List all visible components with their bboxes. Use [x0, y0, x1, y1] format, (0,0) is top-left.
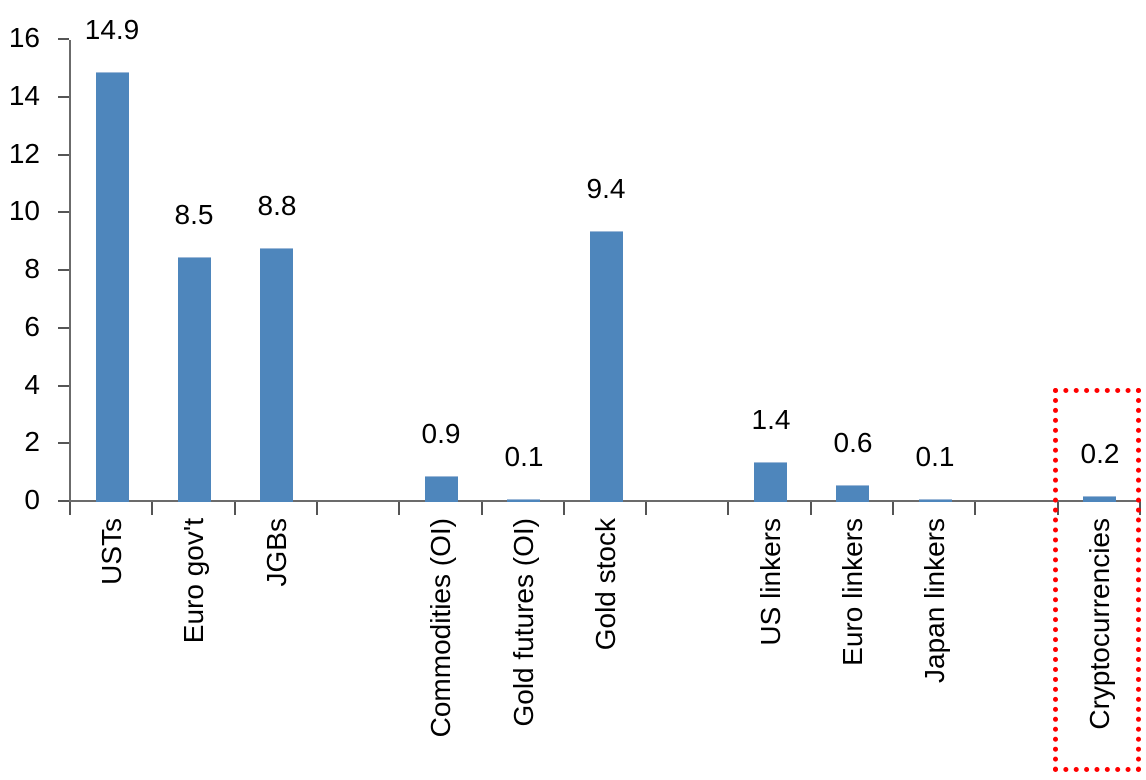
bar-jgbs	[260, 248, 293, 502]
y-axis-tick-label: 0	[24, 484, 40, 515]
bar-value-label: 0.9	[421, 418, 461, 449]
x-axis-tick	[1057, 502, 1059, 515]
x-axis-category-label: Euro linkers	[837, 518, 868, 666]
y-axis-tick-label: 12	[8, 138, 40, 169]
y-axis-line	[69, 40, 71, 504]
y-axis-tick-label: 16	[8, 22, 40, 53]
bar-gold-stock	[590, 231, 623, 502]
x-axis-category-label: Japan linkers	[919, 518, 950, 683]
x-axis-tick	[151, 502, 153, 515]
bar-value-label: 0.6	[833, 427, 873, 458]
y-axis-tick	[58, 385, 69, 387]
x-axis-tick	[810, 502, 812, 515]
y-axis-tick-label: 8	[24, 253, 40, 284]
bar-value-label: 14.9	[84, 14, 140, 45]
bar-gold-futures-oi-	[507, 499, 540, 502]
x-axis-tick	[316, 502, 318, 515]
y-axis-tick-label: 2	[24, 426, 40, 457]
y-axis-tick	[58, 500, 69, 502]
x-axis-tick	[398, 502, 400, 515]
x-axis-category-label: Gold stock	[590, 518, 621, 651]
y-axis-tick-label: 10	[8, 195, 40, 226]
x-axis-tick	[727, 502, 729, 515]
y-axis-tick	[58, 38, 69, 40]
bar-value-label: 0.2	[1080, 438, 1120, 469]
y-axis-tick	[58, 211, 69, 213]
bar-cryptocurrencies	[1083, 496, 1116, 502]
bar-value-label: 9.4	[586, 173, 626, 204]
bar-commodities-oi-	[425, 476, 458, 502]
y-axis-tick-label: 6	[24, 311, 40, 342]
y-axis-tick-label: 14	[8, 80, 40, 111]
bar-value-label: 8.8	[257, 190, 297, 221]
bar-value-label: 0.1	[504, 441, 544, 472]
x-axis-category-label: JGBs	[261, 518, 292, 587]
y-axis-tick	[58, 327, 69, 329]
bar-value-label: 0.1	[915, 441, 955, 472]
bar-usts	[96, 72, 129, 502]
x-axis-tick	[563, 502, 565, 515]
y-axis-tick-label: 4	[24, 369, 40, 400]
bar-value-label: 1.4	[751, 404, 791, 435]
x-axis-tick	[645, 502, 647, 515]
bar-euro-linkers	[836, 485, 869, 502]
bar-us-linkers	[754, 462, 787, 502]
x-axis-category-label: Euro gov't	[178, 518, 209, 644]
x-axis-tick	[69, 502, 71, 515]
x-axis-tick	[974, 502, 976, 515]
y-axis-tick	[58, 442, 69, 444]
highlight-dotted-box	[1053, 388, 1141, 772]
bar-value-label: 8.5	[174, 199, 214, 230]
bar-japan-linkers	[919, 499, 952, 502]
x-axis-category-label: US linkers	[755, 518, 786, 646]
y-axis-tick	[58, 96, 69, 98]
y-axis-tick	[58, 154, 69, 156]
bar-euro-gov-t	[178, 257, 211, 502]
x-axis-category-label: Commodities (OI)	[425, 518, 456, 738]
x-axis-category-label: Gold futures (OI)	[508, 518, 539, 727]
x-axis-category-label: USTs	[96, 518, 127, 585]
x-axis-tick	[234, 502, 236, 515]
x-axis-tick	[481, 502, 483, 515]
y-axis-tick	[58, 269, 69, 271]
x-axis-tick	[892, 502, 894, 515]
